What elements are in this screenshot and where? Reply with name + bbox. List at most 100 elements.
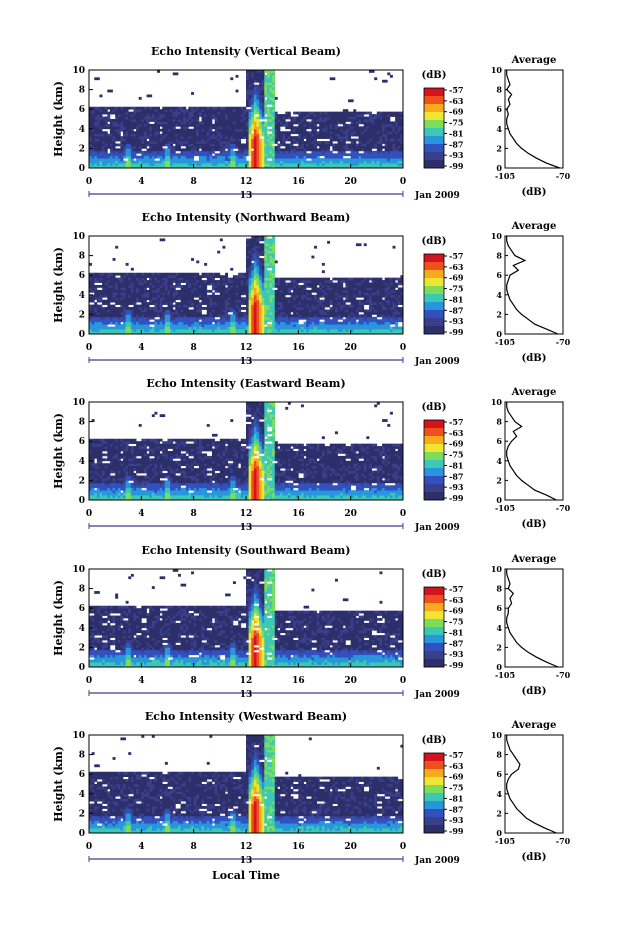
heatmap-cell bbox=[91, 106, 95, 110]
heatmap-cell bbox=[107, 309, 111, 313]
heatmap-cell bbox=[198, 326, 202, 330]
heatmap-cell bbox=[128, 145, 132, 149]
heatmap-cell bbox=[128, 329, 132, 332]
heatmap-cell bbox=[225, 316, 229, 320]
heatmap-cell bbox=[293, 158, 297, 161]
heatmap-cell bbox=[266, 136, 270, 139]
heatmap-cell bbox=[162, 160, 166, 164]
heatmap-cell bbox=[188, 304, 192, 308]
heatmap-cell bbox=[269, 240, 273, 244]
heatmap-cell bbox=[400, 153, 404, 157]
heatmap-cell bbox=[91, 280, 95, 283]
heatmap-cell bbox=[253, 292, 257, 296]
heatmap-cell bbox=[285, 285, 289, 288]
heatmap-cell bbox=[227, 294, 231, 298]
heatmap-cell bbox=[400, 160, 404, 164]
heatmap-cell bbox=[143, 131, 147, 135]
heatmap-cell bbox=[159, 136, 163, 139]
heatmap-cell bbox=[141, 123, 145, 127]
heatmap-cell bbox=[277, 311, 281, 315]
heatmap-cell bbox=[280, 114, 283, 117]
heatmap-cell bbox=[217, 294, 221, 298]
heatmap-cell bbox=[246, 316, 249, 320]
heatmap-cell bbox=[280, 277, 283, 281]
heatmap-cell bbox=[146, 150, 150, 154]
heatmap-cell bbox=[164, 331, 168, 335]
heatmap-cell bbox=[138, 145, 142, 149]
heatmap-cell bbox=[266, 92, 270, 95]
heatmap-cell bbox=[123, 285, 126, 288]
heatmap-cell bbox=[311, 143, 315, 147]
heatmap-cell bbox=[219, 275, 223, 278]
heatmap-cell bbox=[196, 109, 200, 112]
heatmap-cell bbox=[151, 163, 155, 166]
heatmap-cell bbox=[319, 131, 323, 135]
heatmap-cell bbox=[151, 282, 155, 286]
heatmap-cell bbox=[204, 319, 208, 323]
heatmap-cell bbox=[136, 155, 140, 159]
heatmap-cell bbox=[366, 121, 370, 125]
heatmap-cell bbox=[117, 106, 121, 110]
heatmap-cell bbox=[225, 136, 229, 139]
heatmap-cell bbox=[91, 121, 95, 125]
heatmap-cell bbox=[350, 165, 354, 169]
heatmap-cell bbox=[99, 150, 103, 154]
heatmap-cell bbox=[225, 123, 229, 127]
heatmap-cell bbox=[261, 262, 265, 266]
heatmap-cell bbox=[342, 119, 346, 122]
heatmap-cell bbox=[295, 145, 299, 149]
heatmap-cell bbox=[159, 128, 163, 132]
heatmap-cell bbox=[217, 329, 221, 332]
heatmap-cell bbox=[235, 282, 239, 286]
heatmap-cell bbox=[280, 319, 283, 323]
heatmap-cell bbox=[138, 114, 142, 117]
heatmap-cell bbox=[185, 155, 189, 159]
heatmap-cell bbox=[141, 111, 145, 115]
heatmap-cell bbox=[102, 153, 106, 157]
heatmap-cell bbox=[128, 131, 132, 135]
heatmap-cell bbox=[253, 77, 257, 81]
heatmap-cell bbox=[253, 260, 257, 264]
heatmap-cell bbox=[209, 143, 213, 147]
heatmap-cell bbox=[280, 324, 283, 327]
heatmap-cell bbox=[204, 145, 208, 149]
heatmap-cell bbox=[368, 153, 372, 157]
heatmap-cell bbox=[324, 123, 328, 127]
heatmap-cell bbox=[266, 275, 270, 278]
heatmap-cell bbox=[256, 74, 260, 78]
heatmap-cell bbox=[251, 145, 255, 149]
heatmap-cell bbox=[123, 133, 126, 137]
heatmap-cell bbox=[104, 158, 108, 161]
heatmap-cell bbox=[120, 160, 124, 164]
heatmap-cell bbox=[109, 126, 113, 130]
heatmap-cell bbox=[219, 326, 223, 330]
heatmap-cell bbox=[180, 153, 184, 157]
heatmap-cell bbox=[264, 155, 268, 159]
heatmap-cell bbox=[89, 316, 92, 320]
heatmap-cell bbox=[248, 92, 252, 95]
heatmap-cell bbox=[167, 326, 171, 330]
heatmap-cell bbox=[94, 136, 98, 139]
heatmap-cell bbox=[222, 143, 226, 147]
heatmap-cell bbox=[295, 150, 299, 154]
heatmap-cell bbox=[211, 116, 215, 120]
heatmap-cell bbox=[243, 148, 247, 152]
heatmap-cell bbox=[387, 111, 391, 115]
heatmap-cell bbox=[319, 123, 323, 127]
heatmap-cell bbox=[303, 160, 307, 164]
heatmap-cell bbox=[188, 155, 192, 159]
heatmap-cell bbox=[141, 114, 145, 117]
heatmap-cell bbox=[387, 155, 391, 159]
heatmap-cell bbox=[143, 331, 147, 335]
heatmap-cell bbox=[162, 150, 166, 154]
heatmap-cell bbox=[125, 299, 129, 303]
heatmap-cell bbox=[217, 126, 221, 130]
heatmap-cell bbox=[125, 148, 129, 152]
heatmap-cell bbox=[96, 121, 100, 125]
heatmap-cell bbox=[219, 160, 223, 164]
heatmap-cell bbox=[350, 126, 354, 130]
heatmap-cell bbox=[219, 150, 223, 154]
heatmap-cell bbox=[389, 165, 393, 169]
heatmap-cell bbox=[112, 133, 116, 137]
heatmap-cell bbox=[185, 275, 189, 278]
